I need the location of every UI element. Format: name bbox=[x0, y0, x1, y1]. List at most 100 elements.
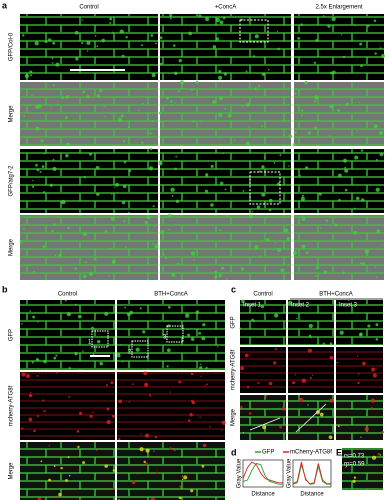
puncta bbox=[128, 169, 132, 173]
puncta bbox=[277, 247, 281, 252]
puncta bbox=[158, 161, 163, 166]
puncta bbox=[360, 198, 365, 202]
puncta bbox=[67, 226, 70, 229]
puncta bbox=[379, 152, 384, 157]
puncta bbox=[116, 353, 121, 358]
puncta bbox=[360, 436, 362, 438]
puncta bbox=[307, 404, 309, 406]
puncta bbox=[22, 34, 25, 37]
inset-box bbox=[166, 325, 184, 343]
puncta bbox=[37, 321, 39, 323]
puncta bbox=[294, 131, 297, 134]
puncta bbox=[276, 30, 279, 33]
puncta bbox=[342, 55, 346, 59]
puncta bbox=[104, 464, 108, 468]
puncta bbox=[219, 96, 223, 100]
puncta bbox=[328, 435, 333, 440]
puncta bbox=[222, 152, 225, 155]
puncta bbox=[58, 253, 62, 257]
puncta bbox=[218, 113, 223, 118]
puncta bbox=[115, 182, 120, 187]
puncta bbox=[158, 111, 162, 115]
puncta bbox=[99, 361, 104, 366]
puncta bbox=[35, 163, 38, 167]
puncta bbox=[66, 311, 71, 317]
puncta bbox=[166, 348, 171, 353]
puncta bbox=[108, 275, 110, 277]
puncta bbox=[144, 220, 149, 225]
puncta bbox=[111, 31, 114, 34]
puncta bbox=[221, 429, 223, 431]
inset-label: Inset 3 bbox=[339, 303, 358, 309]
puncta bbox=[201, 336, 206, 341]
puncta bbox=[268, 198, 273, 203]
puncta bbox=[43, 410, 46, 413]
puncta bbox=[210, 164, 214, 168]
puncta bbox=[249, 214, 254, 219]
puncta bbox=[268, 381, 273, 386]
puncta bbox=[279, 425, 282, 429]
puncta bbox=[371, 123, 373, 125]
puncta bbox=[302, 215, 305, 217]
puncta bbox=[82, 90, 86, 94]
puncta bbox=[364, 431, 367, 434]
puncta bbox=[200, 375, 202, 377]
puncta bbox=[248, 412, 252, 415]
puncta bbox=[244, 353, 249, 358]
micrograph-cells bbox=[336, 300, 383, 345]
puncta bbox=[367, 24, 370, 27]
micrograph-cells bbox=[336, 395, 383, 440]
puncta bbox=[216, 37, 220, 41]
puncta bbox=[175, 155, 178, 158]
puncta bbox=[135, 347, 140, 352]
puncta bbox=[149, 148, 153, 151]
puncta bbox=[154, 243, 159, 249]
puncta bbox=[110, 216, 116, 221]
micrograph-cells bbox=[342, 448, 383, 490]
puncta bbox=[218, 75, 223, 80]
puncta bbox=[304, 81, 308, 85]
puncta bbox=[121, 54, 125, 58]
row-label: mcherry-ATG8f bbox=[9, 385, 15, 426]
puncta bbox=[319, 412, 324, 417]
puncta bbox=[266, 237, 270, 242]
puncta bbox=[53, 356, 57, 360]
puncta bbox=[286, 237, 290, 241]
puncta bbox=[212, 100, 216, 104]
puncta bbox=[104, 115, 106, 118]
puncta bbox=[353, 476, 357, 479]
puncta bbox=[151, 119, 154, 123]
puncta bbox=[169, 447, 172, 451]
puncta bbox=[143, 460, 146, 464]
micrograph-cells bbox=[20, 215, 158, 280]
puncta bbox=[110, 112, 112, 115]
puncta bbox=[356, 355, 359, 358]
legend-label: mCherry-ATG8f bbox=[290, 450, 332, 456]
puncta bbox=[68, 367, 71, 370]
puncta bbox=[283, 119, 286, 121]
puncta bbox=[227, 113, 232, 118]
puncta bbox=[253, 320, 256, 323]
micrograph-cells bbox=[117, 372, 225, 440]
puncta bbox=[79, 411, 83, 415]
puncta bbox=[111, 259, 116, 265]
puncta bbox=[379, 47, 382, 49]
puncta bbox=[377, 452, 381, 456]
puncta bbox=[381, 431, 384, 434]
puncta bbox=[140, 433, 142, 435]
puncta bbox=[36, 358, 40, 362]
puncta bbox=[55, 354, 58, 357]
puncta bbox=[123, 220, 126, 223]
puncta bbox=[32, 180, 34, 182]
puncta bbox=[121, 114, 125, 118]
plot-frame bbox=[242, 459, 284, 488]
puncta bbox=[257, 381, 260, 385]
puncta bbox=[156, 471, 159, 474]
puncta bbox=[372, 373, 377, 378]
puncta bbox=[103, 105, 105, 108]
puncta bbox=[112, 414, 116, 418]
puncta bbox=[166, 365, 169, 368]
puncta bbox=[97, 94, 101, 98]
puncta bbox=[204, 384, 206, 386]
puncta bbox=[61, 96, 65, 99]
